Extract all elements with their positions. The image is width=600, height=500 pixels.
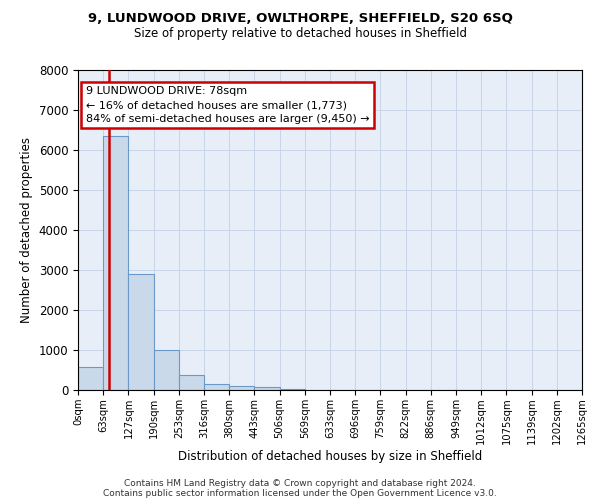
Y-axis label: Number of detached properties: Number of detached properties xyxy=(20,137,33,323)
Text: Contains HM Land Registry data © Crown copyright and database right 2024.: Contains HM Land Registry data © Crown c… xyxy=(124,478,476,488)
Bar xyxy=(179,375,204,390)
Bar xyxy=(78,367,103,390)
Text: 9, LUNDWOOD DRIVE, OWLTHORPE, SHEFFIELD, S20 6SQ: 9, LUNDWOOD DRIVE, OWLTHORPE, SHEFFIELD,… xyxy=(88,12,512,26)
Text: Size of property relative to detached houses in Sheffield: Size of property relative to detached ho… xyxy=(133,28,467,40)
X-axis label: Distribution of detached houses by size in Sheffield: Distribution of detached houses by size … xyxy=(178,450,482,463)
Bar xyxy=(254,387,280,390)
Bar xyxy=(154,350,179,390)
Bar xyxy=(103,136,128,390)
Text: 9 LUNDWOOD DRIVE: 78sqm
← 16% of detached houses are smaller (1,773)
84% of semi: 9 LUNDWOOD DRIVE: 78sqm ← 16% of detache… xyxy=(86,86,369,124)
Bar xyxy=(128,274,154,390)
Bar xyxy=(280,389,305,390)
Text: Contains public sector information licensed under the Open Government Licence v3: Contains public sector information licen… xyxy=(103,488,497,498)
Bar xyxy=(204,384,229,390)
Bar xyxy=(229,386,254,390)
